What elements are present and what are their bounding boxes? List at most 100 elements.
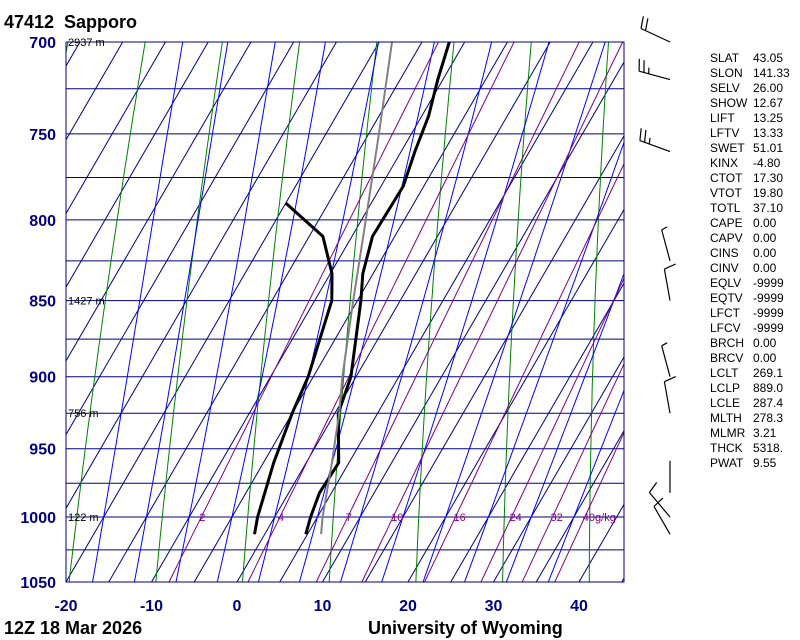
index-value: 287.4 — [753, 396, 783, 410]
station-name: Sapporo — [64, 12, 137, 32]
index-value: 0.00 — [753, 261, 777, 275]
height-label: 756 m — [68, 408, 99, 420]
mixing-ratio-line — [361, 42, 624, 582]
mixing-ratio-line — [480, 277, 624, 582]
index-value: 19.80 — [753, 186, 783, 200]
mixing-ratio-label: 24 — [510, 512, 522, 524]
index-value: 0.00 — [753, 216, 777, 230]
index-value: 12.67 — [753, 96, 783, 110]
parcel-path — [320, 42, 393, 535]
moist-adiabat — [133, 42, 229, 582]
moist-adiabat — [299, 42, 435, 582]
isotherm — [66, 42, 209, 289]
index-name: CTOT — [710, 171, 743, 185]
index-value: 0.00 — [753, 336, 777, 350]
index-name: SHOW — [710, 96, 748, 110]
height-label: 1427 m — [68, 296, 105, 308]
station-id: 47412 — [4, 12, 54, 32]
wind-barbs — [638, 16, 676, 535]
index-name: SLON — [710, 66, 743, 80]
moist-adiabat — [216, 42, 326, 582]
isotherm — [66, 42, 252, 362]
index-name: EQTV — [710, 291, 743, 305]
index-name: LCLE — [710, 396, 740, 410]
isotherm — [108, 42, 423, 582]
index-value: 889.0 — [753, 381, 783, 395]
wind-barb — [640, 16, 671, 43]
pressure-tick: 850 — [29, 294, 56, 311]
temperature-tick: 30 — [485, 598, 503, 615]
isotherm — [279, 42, 594, 582]
index-name: SLAT — [710, 51, 740, 65]
dry-adiabat — [675, 42, 686, 582]
index-value: -9999 — [753, 306, 784, 320]
wind-barb — [639, 128, 671, 153]
index-value: 278.3 — [753, 411, 783, 425]
moist-adiabat — [547, 389, 624, 582]
height-label: 122 m — [68, 512, 99, 524]
isotherm — [364, 134, 624, 582]
wind-barb — [661, 342, 671, 377]
mixing-ratio-line — [554, 431, 624, 582]
mixing-ratio-label: 32 — [551, 512, 563, 524]
isotherm — [66, 42, 380, 582]
stability-indices: SLAT 43.05 SLON 141.33 SELV 26.00 SHOW 12.67 LIF… — [710, 51, 790, 470]
isotherm — [322, 61, 624, 582]
wind-barb — [663, 263, 676, 301]
index-name: BRCH — [710, 336, 744, 350]
temperature-tick: 40 — [570, 598, 588, 615]
pressure-tick: 900 — [29, 370, 56, 387]
index-name: EQLV — [710, 276, 741, 290]
index-name: CINV — [710, 261, 739, 275]
index-name: VTOT — [710, 186, 742, 200]
isotherm — [0, 42, 37, 582]
index-name: LCLP — [710, 381, 740, 395]
index-value: 13.25 — [753, 111, 783, 125]
pressure-tick: 800 — [29, 213, 56, 230]
mixing-ratio-line — [424, 162, 624, 582]
isotherm — [236, 42, 551, 582]
index-name: SELV — [710, 81, 740, 95]
moist-adiabat — [422, 42, 606, 582]
wind-barb — [661, 226, 671, 261]
dry-adiabat — [155, 42, 223, 582]
isotherm — [493, 356, 624, 582]
temperature-tick: -20 — [54, 598, 77, 615]
dry-adiabat — [66, 42, 69, 56]
index-value: 0.00 — [753, 351, 777, 365]
mixing-ratio-label: 7 — [346, 512, 352, 524]
index-name: SWET — [710, 141, 745, 155]
plot-area: 700 750 800 850 900 950 1000 1050 -20 -10 0 10 20 30 4… — [0, 35, 686, 615]
dewpoint-profile — [253, 201, 334, 535]
index-value: 3.21 — [753, 426, 777, 440]
isotherm — [450, 282, 624, 582]
pressure-tick: 750 — [29, 127, 56, 144]
mixing-ratio-line — [168, 42, 439, 582]
moist-adiabat — [464, 140, 624, 582]
mixing-ratio-label: 40g/kg — [583, 512, 616, 524]
index-value: 43.05 — [753, 51, 783, 65]
dry-adiabat — [242, 42, 301, 582]
mixing-ratio-label: 4 — [278, 512, 284, 524]
index-name: CINS — [710, 246, 739, 260]
height-label: 2937 m — [68, 37, 105, 49]
mixing-ratio-label: 10 — [391, 512, 403, 524]
index-value: 17.30 — [753, 171, 783, 185]
isotherm — [66, 42, 295, 436]
index-name: BRCV — [710, 351, 743, 365]
wind-barb — [653, 497, 671, 535]
isotherm — [66, 42, 337, 510]
moist-adiabat — [381, 42, 550, 582]
isotherm — [66, 42, 81, 68]
temperature-tick: 0 — [233, 598, 242, 615]
index-name: LFTV — [710, 126, 739, 140]
index-value: 0.00 — [753, 231, 777, 245]
temperature-tick: -10 — [140, 598, 163, 615]
dry-adiabat — [68, 42, 146, 582]
pressure-tick: 1050 — [20, 575, 56, 592]
moist-adiabat — [92, 42, 184, 582]
index-value: 269.1 — [753, 366, 783, 380]
temperature-tick: 20 — [399, 598, 417, 615]
wind-barb — [648, 482, 671, 518]
